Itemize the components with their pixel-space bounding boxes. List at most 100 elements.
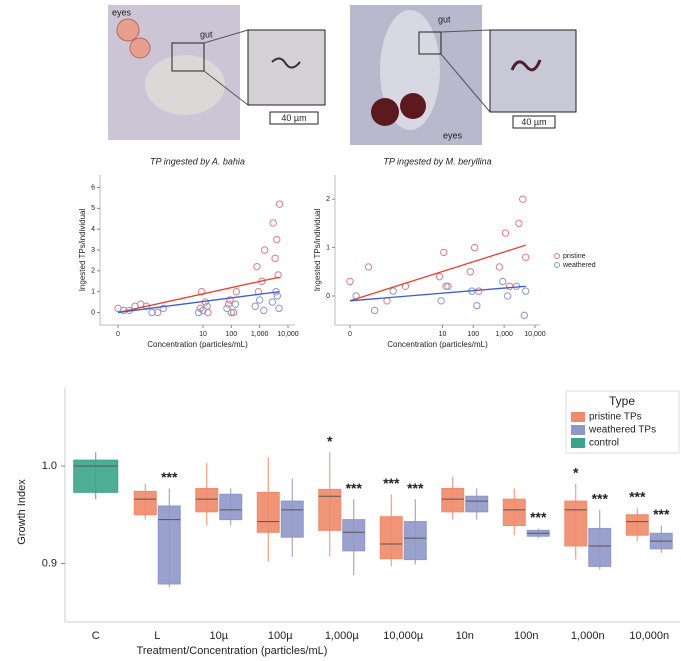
point xyxy=(194,308,203,317)
photo-label: eyes xyxy=(443,130,463,140)
box xyxy=(588,527,612,567)
x-tick-label: 10,000n xyxy=(629,630,669,642)
point xyxy=(515,219,523,228)
point xyxy=(519,195,527,203)
point xyxy=(268,298,277,306)
x-tick-label: 10n xyxy=(456,630,474,642)
significance: * xyxy=(573,464,579,480)
point xyxy=(255,296,264,304)
y-tick-label: 1 xyxy=(326,244,330,251)
point xyxy=(159,304,168,313)
x-tick-label: 1,000 xyxy=(495,331,513,338)
photo-label: eyes xyxy=(112,7,132,17)
x-tick-label: 1,000 xyxy=(251,331,269,338)
trend-line xyxy=(349,244,526,302)
x-tick-label: 1,000n xyxy=(571,630,605,642)
x-tick-label: 10,000µ xyxy=(383,630,424,642)
x-tick-label: 10 xyxy=(439,331,447,338)
box xyxy=(318,488,342,531)
y-tick-label: 5 xyxy=(91,205,95,212)
point xyxy=(475,287,483,295)
x-tick-label: 10 xyxy=(199,331,207,338)
photo-a-bahia: 40 µm eyes gut xyxy=(108,5,326,140)
point xyxy=(269,219,277,227)
point xyxy=(437,297,445,305)
connector xyxy=(203,70,249,106)
y-tick-label: 3 xyxy=(91,247,95,254)
point xyxy=(275,304,283,313)
x-tick-label: 10µ xyxy=(209,630,228,642)
point xyxy=(271,254,279,263)
point xyxy=(203,302,211,310)
point xyxy=(253,262,261,271)
zoom-box xyxy=(418,31,442,55)
point xyxy=(260,306,268,315)
x-tick-label: 0 xyxy=(348,331,352,338)
box xyxy=(195,487,219,513)
photo-m-beryllina: 40 µm gut eyes xyxy=(350,5,577,145)
gut-detail xyxy=(271,57,301,69)
point xyxy=(153,308,162,317)
significance: * xyxy=(327,433,333,449)
y-tick-label: 4 xyxy=(91,226,95,233)
point xyxy=(440,248,448,257)
y-tick-label: 1 xyxy=(91,289,95,296)
x-tick-label: 100 xyxy=(225,331,237,338)
point xyxy=(273,292,282,300)
point xyxy=(389,287,397,295)
legend-swatch xyxy=(571,412,585,422)
y-tick-label: 0 xyxy=(91,309,95,316)
point xyxy=(148,308,156,317)
point xyxy=(232,287,241,296)
point xyxy=(473,301,481,310)
scale-bar-label: 40 µm xyxy=(281,113,306,123)
significance: *** xyxy=(383,475,400,491)
point xyxy=(470,243,479,252)
box xyxy=(73,459,119,493)
eye xyxy=(371,98,399,126)
box xyxy=(403,521,427,561)
x-tick-label: 10,000 xyxy=(277,331,299,338)
point xyxy=(499,277,507,286)
chart-title: TP ingested by M. beryllina xyxy=(383,156,491,166)
connector xyxy=(440,29,491,33)
point xyxy=(224,300,233,308)
significance: *** xyxy=(161,469,178,485)
point xyxy=(226,296,234,304)
box xyxy=(133,490,157,516)
legend-title: Type xyxy=(609,394,635,408)
x-tick-label: 0 xyxy=(116,331,120,338)
point xyxy=(198,287,206,296)
point xyxy=(275,200,284,208)
y-axis-label: Growth Index xyxy=(16,479,28,545)
point xyxy=(503,292,512,300)
x-tick-label: C xyxy=(92,630,100,642)
y-tick-label: 6 xyxy=(91,184,95,191)
scale-bar-box xyxy=(512,115,556,129)
point xyxy=(364,263,373,271)
legend-label: pristine TPs xyxy=(589,412,642,423)
legend-swatch xyxy=(571,425,585,435)
point xyxy=(273,235,281,244)
box xyxy=(379,516,403,560)
y-tick-label: 2 xyxy=(91,268,95,275)
significance: *** xyxy=(629,489,646,505)
point xyxy=(522,253,530,261)
y-tick-label: 1.0 xyxy=(42,460,57,472)
point xyxy=(260,246,269,254)
legend-label: control xyxy=(589,438,619,449)
box xyxy=(465,495,489,513)
significance: *** xyxy=(653,506,670,522)
connector xyxy=(203,29,249,44)
box xyxy=(564,500,588,547)
legend-swatch xyxy=(571,438,585,448)
box xyxy=(256,491,280,533)
photo-label: gut xyxy=(200,29,213,39)
box xyxy=(502,498,526,526)
point xyxy=(199,306,207,315)
body xyxy=(380,10,440,130)
point xyxy=(274,271,282,279)
legend-label: pristine xyxy=(563,253,586,260)
trend-line xyxy=(117,276,280,314)
